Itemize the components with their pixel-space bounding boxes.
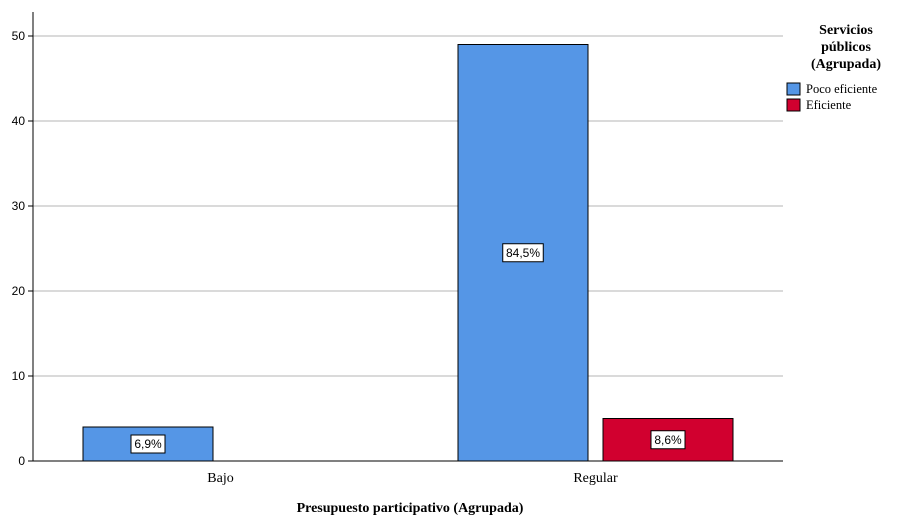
category-labels: Bajo Regular — [207, 471, 618, 486]
y-axis-ticks: 0 10 20 30 40 50 — [12, 29, 33, 468]
legend: Servicios públicos (Agrupada) Poco efici… — [786, 23, 881, 112]
data-label-bajo-0: 6,9% — [134, 437, 162, 451]
category-label-bajo: Bajo — [207, 471, 233, 486]
data-labels: 6,9% 84,5% 8,6% — [130, 243, 686, 454]
legend-title-line-2: públicos — [821, 40, 871, 55]
legend-label-eficiente: Eficiente — [806, 98, 852, 112]
y-tick-label-30: 30 — [12, 199, 26, 213]
legend-label-poco-eficiente: Poco eficiente — [806, 82, 878, 96]
y-tick-label-20: 20 — [12, 284, 26, 298]
bars — [82, 44, 734, 462]
legend-items: Poco eficiente Eficiente — [786, 82, 878, 112]
gridlines — [33, 35, 783, 377]
category-label-regular: Regular — [573, 471, 618, 486]
y-tick-label-40: 40 — [12, 114, 26, 128]
data-label-box-regular-0 — [502, 243, 544, 263]
y-tick-label-10: 10 — [12, 369, 26, 383]
y-tick-label-50: 50 — [12, 29, 26, 43]
legend-swatch-eficiente — [786, 98, 801, 112]
data-label-box-bajo-0 — [130, 434, 166, 454]
data-label-regular-1: 8,6% — [654, 433, 682, 447]
y-tick-label-0: 0 — [18, 454, 25, 468]
legend-title-line-3: (Agrupada) — [811, 57, 881, 72]
legend-swatch-poco-eficiente — [786, 82, 801, 96]
x-axis-title: Presupuesto participativo (Agrupada) — [297, 501, 524, 516]
data-label-box-regular-1 — [650, 430, 686, 450]
data-label-regular-0: 84,5% — [506, 246, 540, 260]
legend-title-line-1: Servicios — [819, 23, 873, 38]
